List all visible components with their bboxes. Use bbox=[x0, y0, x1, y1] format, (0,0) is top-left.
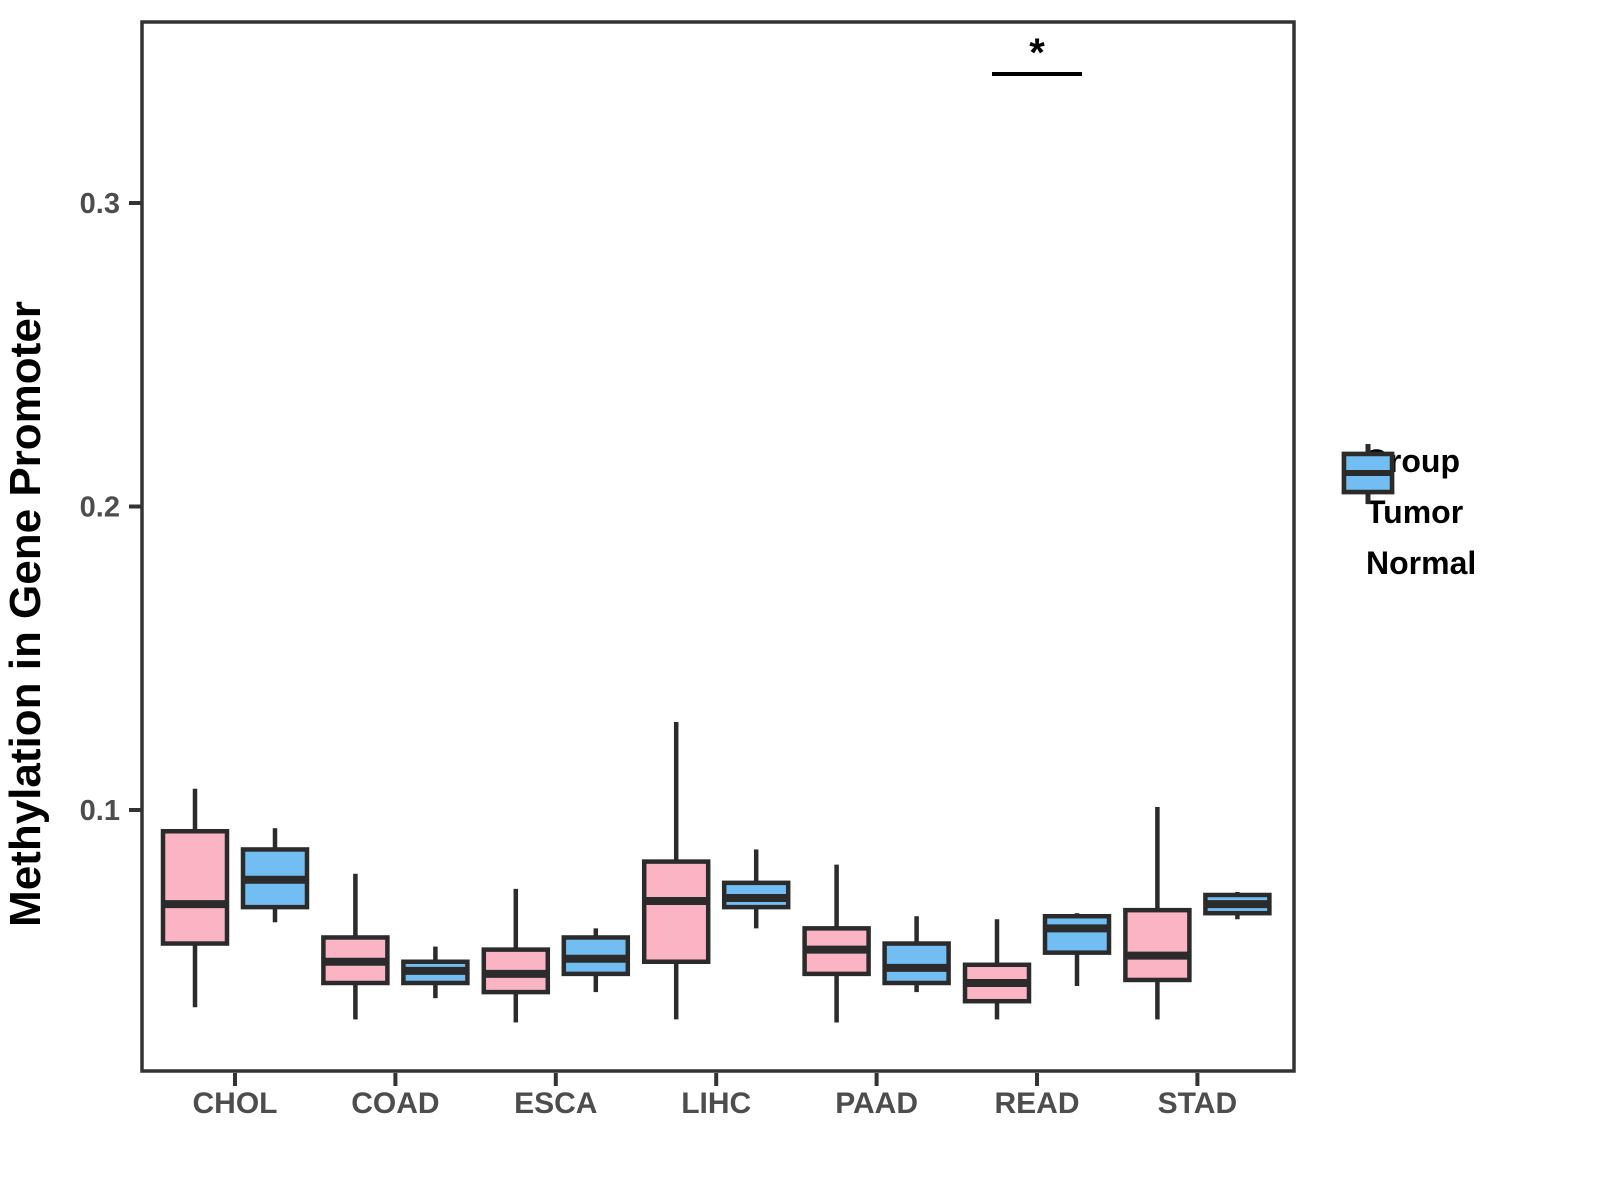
legend-label-normal: Normal bbox=[1366, 545, 1477, 581]
x-tick-label-chol: CHOL bbox=[193, 1087, 278, 1120]
legend-entry-normal: Normal bbox=[1340, 444, 1590, 582]
y-axis-ticks: 0.1 0.2 0.3 bbox=[80, 188, 142, 827]
legend-label-tumor: Tumor bbox=[1366, 494, 1464, 530]
box-CHOL-tumor bbox=[160, 828, 230, 946]
x-axis-ticks: CHOL COAD ESCA LIHC PAAD READ STAD bbox=[193, 1073, 1237, 1120]
x-tick-label-stad: STAD bbox=[1158, 1087, 1237, 1120]
y-axis-title: Methylation in Gene Promoter bbox=[1, 301, 50, 927]
box-PAAD-normal bbox=[882, 941, 951, 986]
boxplot-groups bbox=[160, 721, 1272, 1023]
x-tick-label-read: READ bbox=[994, 1087, 1079, 1120]
significance-star: * bbox=[1029, 31, 1045, 75]
plot-panel bbox=[140, 20, 1296, 1073]
box-LIHC-tumor bbox=[641, 859, 711, 964]
y-tick-label: 0.3 bbox=[80, 188, 120, 220]
legend: Group Tumor Normal bbox=[1340, 443, 1590, 582]
normal-boxplot-key-icon bbox=[1341, 444, 1395, 504]
legend-title: Group bbox=[1364, 443, 1460, 479]
x-tick-label-paad: PAAD bbox=[835, 1087, 918, 1120]
x-tick-label-esca: ESCA bbox=[514, 1087, 597, 1120]
box-READ-normal bbox=[1042, 913, 1112, 955]
y-tick-label: 0.2 bbox=[80, 492, 120, 524]
x-tick-label-coad: COAD bbox=[351, 1087, 439, 1120]
significance-annotation: * bbox=[992, 31, 1082, 77]
x-tick-label-lihc: LIHC bbox=[681, 1087, 751, 1120]
box-STAD-tumor bbox=[1123, 907, 1192, 983]
y-tick-label: 0.1 bbox=[80, 795, 120, 827]
